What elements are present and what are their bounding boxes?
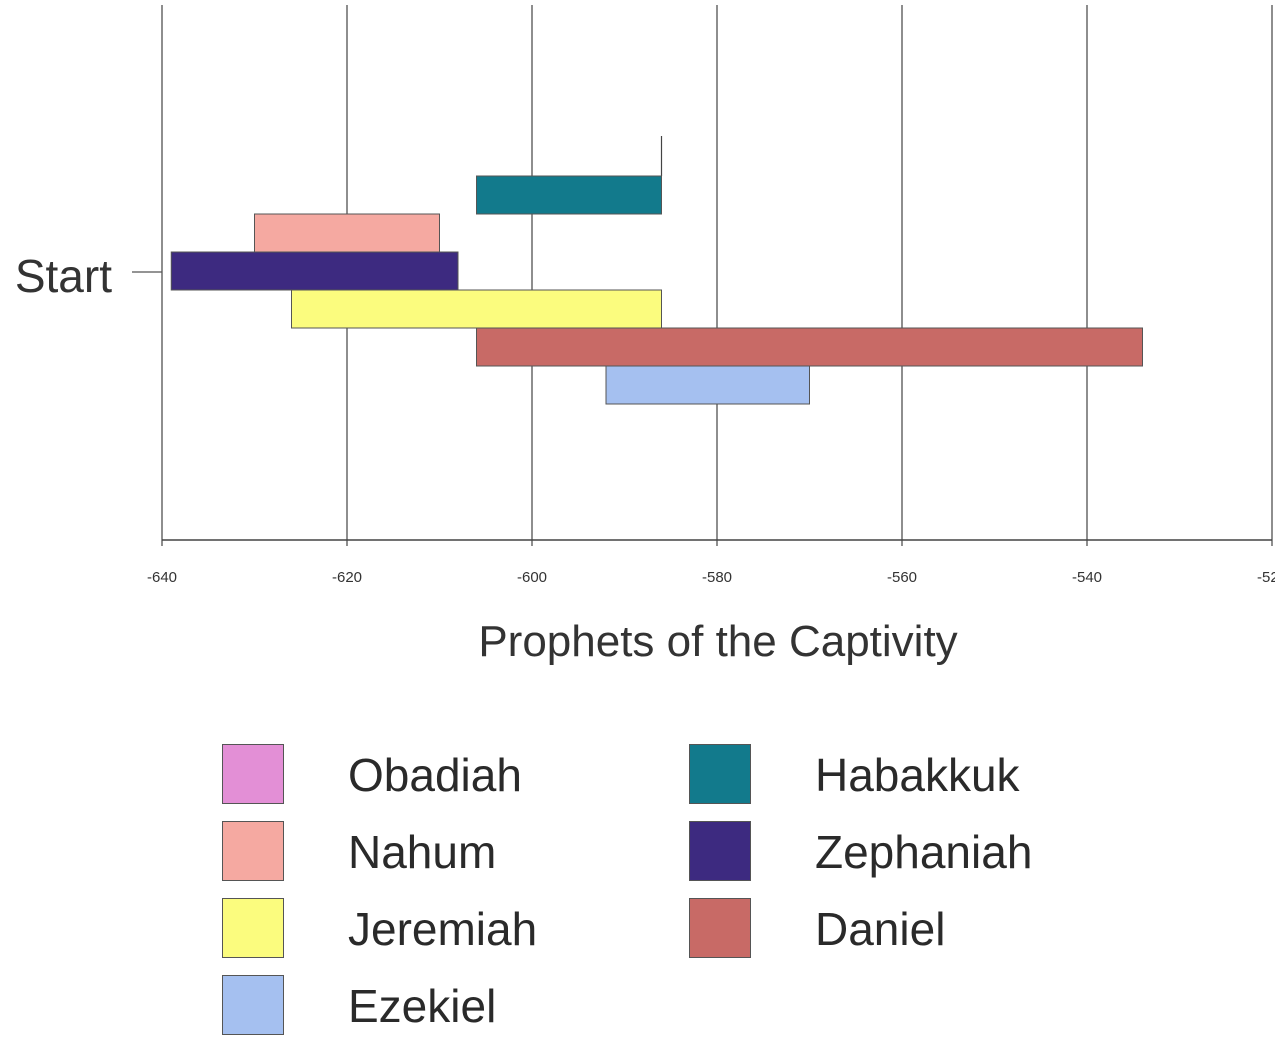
x-tick-label-5: -540 [1072,569,1102,586]
x-tick-label-3: -580 [702,569,732,586]
legend-swatch [689,898,751,958]
x-tick-label-6: -520 [1257,569,1275,586]
legend-label: Nahum [348,826,497,878]
bars [170,136,1143,405]
legend-swatch [689,744,751,804]
legend-item-habakkuk: Habakkuk [689,744,1109,806]
chart-title: Prophets of the Captivity [478,617,957,666]
bar-daniel [476,327,1143,367]
legend-item-nahum: Nahum [222,821,642,883]
legend-swatch [222,975,284,1035]
legend-label: Daniel [815,903,946,955]
gantt-chart: -640 -620 -600 -580 -560 -540 -520 Start Proph… [15,5,1275,666]
legend-label: Ezekiel [348,980,497,1032]
bar-habakkuk [476,175,662,215]
gridlines [161,5,1273,540]
legend-label: Jeremiah [348,903,538,955]
category-label: Start [15,250,112,302]
x-axis: -640 -620 -600 -580 -560 -540 -520 [147,539,1275,586]
legend-item-daniel: Daniel [689,898,1109,960]
legend-label: Habakkuk [815,749,1020,801]
legend-swatch [222,744,284,804]
x-tick-label-2: -600 [517,569,547,586]
legend-label: Zephaniah [815,826,1033,878]
bar-jeremiah [291,289,662,329]
x-tick-label-4: -560 [887,569,917,586]
legend-item-jeremiah: Jeremiah [222,898,642,960]
legend-swatch [222,898,284,958]
bar-ezekiel [605,365,810,405]
bar-nahum [254,213,440,253]
legend: Obadiah Nahum Jeremiah Ezekiel Habakkuk Zepha… [222,744,1122,1040]
legend-label: Obadiah [348,749,522,801]
legend-item-obadiah: Obadiah [222,744,642,806]
legend-swatch [222,821,284,881]
legend-item-ezekiel: Ezekiel [222,975,642,1037]
legend-item-zephaniah: Zephaniah [689,821,1109,883]
bar-zephaniah [170,251,459,291]
legend-swatch [689,821,751,881]
x-tick-label-0: -640 [147,569,177,586]
x-tick-label-1: -620 [332,569,362,586]
